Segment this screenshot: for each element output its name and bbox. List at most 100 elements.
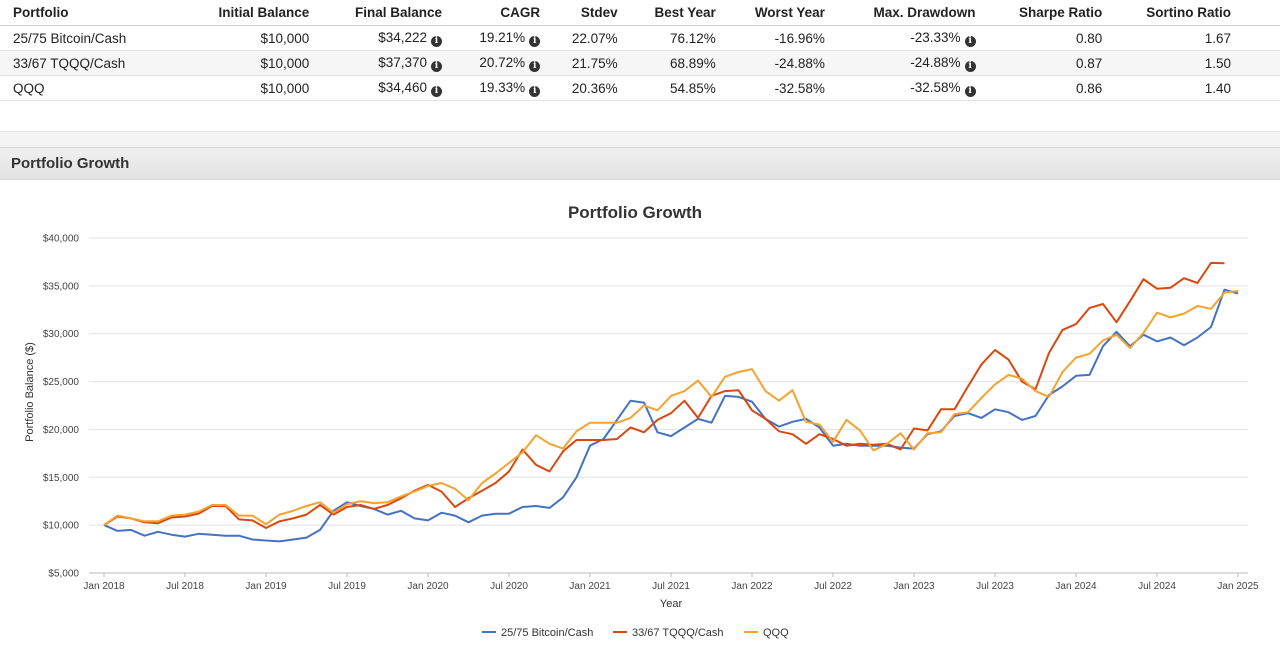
table-row: 25/75 Bitcoin/Cash $10,000 $34,222 i 19.2…: [0, 25, 1280, 51]
y-axis-label: Portfolio Balance ($): [24, 342, 36, 442]
legend-item[interactable]: QQQ: [744, 627, 789, 639]
cell-portfolio: QQQ: [0, 75, 162, 101]
series-line[interactable]: [103, 261, 1225, 529]
x-tick-label: Jan 2025: [1217, 581, 1259, 592]
cell-value: -24.88%: [910, 54, 961, 70]
cell-with-info: -24.88% i: [824, 50, 976, 76]
x-tick-label: Jan 2024: [1055, 581, 1097, 592]
legend-label: 25/75 Bitcoin/Cash: [501, 627, 593, 639]
y-axis: $5,000 $10,000 $15,000 $20,000 $25,000 $30,00…: [43, 234, 80, 580]
x-tick-label: Jan 2020: [407, 581, 449, 592]
grid-lines: [89, 237, 1248, 574]
info-circle-icon[interactable]: i: [431, 35, 442, 47]
info-circle-icon[interactable]: i: [529, 85, 541, 97]
cell: 0.86: [975, 75, 1103, 101]
col-header[interactable]: Worst Year: [715, 0, 825, 26]
table-row: 33/67 TQQQ/Cash $10,000 $37,370 i 20.72% i…: [0, 50, 1280, 76]
x-tick-label: Jul 2022: [814, 581, 852, 592]
x-axis: Jan 2018 Jul 2018 Jan 2019 Jul 2019 Jan 2020…: [83, 573, 1259, 592]
cell-value: 19.33%: [479, 79, 526, 95]
col-header[interactable]: Initial Balance: [161, 0, 310, 26]
x-tick-label: Jul 2023: [976, 581, 1014, 592]
col-header[interactable]: Best Year: [617, 0, 716, 26]
x-tick-label: Jul 2018: [166, 581, 204, 592]
cell-value: $34,460: [378, 79, 427, 95]
y-tick-label: $40,000: [43, 234, 80, 245]
y-tick-label: $35,000: [43, 281, 80, 292]
cell-with-info: $34,460 i: [309, 75, 442, 101]
col-header[interactable]: Final Balance: [309, 0, 442, 26]
cell-with-info: $34,222 i: [309, 25, 442, 51]
info-circle-icon[interactable]: i: [431, 60, 442, 72]
cell: 1.40: [1102, 75, 1280, 101]
cell-with-info: 19.21% i: [442, 25, 541, 51]
series-lines: [103, 261, 1239, 543]
cell-with-info: -23.33% i: [824, 25, 976, 51]
cell: 1.50: [1102, 50, 1280, 76]
cell: 68.89%: [617, 50, 716, 76]
info-circle-icon[interactable]: i: [529, 60, 541, 72]
table-row: QQQ $10,000 $34,460 i 19.33% i 20.36% 54.8…: [0, 75, 1280, 101]
cell-with-info: -32.58% i: [824, 75, 976, 101]
cell: -24.88%: [715, 50, 825, 76]
info-circle-icon[interactable]: i: [964, 85, 976, 97]
x-tick-label: Jan 2022: [731, 581, 773, 592]
cell-value: -23.33%: [910, 29, 961, 45]
x-tick-label: Jul 2024: [1138, 581, 1176, 592]
cell: $10,000: [161, 25, 310, 51]
performance-table: Portfolio Initial Balance Final Balance …: [0, 0, 1280, 101]
y-tick-label: $10,000: [43, 521, 80, 532]
info-circle-icon[interactable]: i: [964, 35, 976, 47]
cell: 22.07%: [540, 25, 618, 51]
cell-value: $37,370: [378, 54, 427, 70]
info-circle-icon[interactable]: i: [529, 35, 541, 47]
cell-value: 20.72%: [479, 54, 526, 70]
section-title: Portfolio Growth: [11, 155, 130, 172]
x-tick-label: Jan 2019: [245, 581, 287, 592]
y-tick-label: $20,000: [43, 425, 80, 436]
info-circle-icon[interactable]: i: [431, 85, 442, 97]
col-header[interactable]: Stdev: [540, 0, 618, 26]
legend: 25/75 Bitcoin/Cash 33/67 TQQQ/Cash QQQ: [482, 627, 789, 639]
col-header[interactable]: Sharpe Ratio: [975, 0, 1103, 26]
cell-value: 19.21%: [479, 29, 526, 45]
cell: 0.87: [975, 50, 1103, 76]
x-tick-label: Jul 2021: [652, 581, 690, 592]
cell: 0.80: [975, 25, 1103, 51]
info-circle-icon[interactable]: i: [964, 60, 976, 72]
cell-with-info: 19.33% i: [442, 75, 541, 101]
cell-value: -32.58%: [910, 79, 961, 95]
legend-item[interactable]: 25/75 Bitcoin/Cash: [482, 627, 593, 639]
cell-with-info: 20.72% i: [442, 50, 541, 76]
cell: 54.85%: [617, 75, 716, 101]
cell: 76.12%: [617, 25, 716, 51]
y-tick-label: $15,000: [43, 473, 80, 484]
chart-title: Portfolio Growth: [568, 203, 702, 222]
cell-with-info: $37,370 i: [309, 50, 442, 76]
col-header[interactable]: CAGR: [442, 0, 541, 26]
x-axis-label: Year: [660, 598, 683, 610]
cell: 1.67: [1102, 25, 1280, 51]
y-tick-label: $30,000: [43, 329, 80, 340]
x-tick-label: Jul 2019: [328, 581, 366, 592]
portfolio-growth-chart: Portfolio Growth $5,000 $10,000 $15,000 $20…: [24, 203, 1259, 639]
x-tick-label: Jan 2023: [893, 581, 935, 592]
cell: -16.96%: [715, 25, 825, 51]
series-line[interactable]: [103, 290, 1239, 526]
legend-item[interactable]: 33/67 TQQQ/Cash: [613, 627, 724, 639]
cell: $10,000: [161, 75, 310, 101]
y-tick-label: $5,000: [48, 569, 79, 580]
col-header[interactable]: Max. Drawdown: [824, 0, 976, 26]
cell: -32.58%: [715, 75, 825, 101]
table-header-row: Portfolio Initial Balance Final Balance …: [0, 0, 1280, 26]
spacer-band: [0, 131, 1280, 148]
col-header[interactable]: Sortino Ratio: [1102, 0, 1280, 26]
cell: 20.36%: [540, 75, 618, 101]
x-tick-label: Jan 2018: [83, 581, 125, 592]
col-header[interactable]: Portfolio: [0, 0, 162, 26]
x-tick-label: Jul 2020: [490, 581, 528, 592]
cell-portfolio: 25/75 Bitcoin/Cash: [0, 25, 162, 51]
cell: 21.75%: [540, 50, 618, 76]
x-tick-label: Jan 2021: [569, 581, 611, 592]
cell: $10,000: [161, 50, 310, 76]
